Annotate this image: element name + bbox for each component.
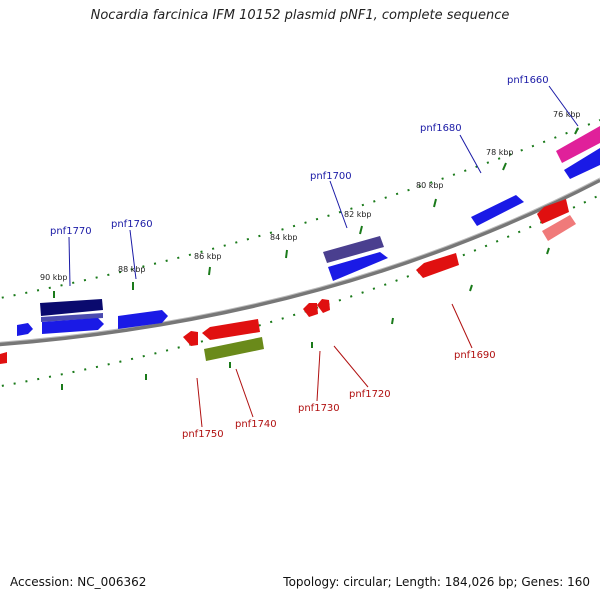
- tick-mark: [433, 198, 437, 208]
- gene-feature: [17, 323, 33, 336]
- reverse-genes: [0, 199, 576, 364]
- tick-label-78: 78 kbp: [486, 148, 514, 157]
- tick-label-84: 84 kbp: [270, 233, 298, 242]
- tick-mark: [285, 249, 288, 259]
- gene-label-pnf1680: pnf1680: [420, 123, 462, 134]
- tick-mark: [502, 162, 507, 171]
- gene-feature: [564, 148, 600, 179]
- map-title: Nocardia farcinica IFM 10152 plasmid pNF…: [90, 8, 510, 23]
- reverse-leaders: [196, 303, 473, 428]
- leader-line: [316, 350, 321, 402]
- gene-label-pnf1740: pnf1740: [235, 419, 277, 430]
- gene-feature: [471, 195, 524, 226]
- leader-line: [548, 85, 579, 127]
- leader-line: [329, 180, 348, 229]
- gene-feature: [328, 252, 388, 281]
- tick-mark: [574, 127, 579, 135]
- accession-text: Accession: NC_006362: [10, 575, 147, 589]
- leader-line: [451, 303, 473, 349]
- tick-label-82: 82 kbp: [344, 210, 372, 219]
- leader-line: [235, 368, 254, 418]
- tick-label-86: 86 kbp: [194, 252, 222, 261]
- tick-mark: [359, 225, 363, 235]
- tick-mark: [391, 317, 394, 325]
- tick-mark: [208, 266, 211, 276]
- gene-label-pnf1730: pnf1730: [298, 403, 340, 414]
- gene-feature: [303, 303, 318, 317]
- leader-line: [459, 134, 482, 174]
- gene-label-pnf1760: pnf1760: [111, 219, 153, 230]
- gene-feature: [42, 318, 104, 334]
- gene-feature: [416, 253, 459, 278]
- leader-line: [196, 377, 203, 428]
- gene-feature: [202, 319, 260, 340]
- gene-label-pnf1690: pnf1690: [454, 350, 496, 361]
- gene-feature: [542, 215, 576, 241]
- gene-feature: [0, 352, 7, 364]
- inner-major-ticks: [61, 247, 550, 390]
- tick-label-80: 80 kbp: [416, 181, 444, 190]
- gene-label-pnf1660: pnf1660: [507, 75, 549, 86]
- leader-line: [68, 236, 71, 287]
- leader-line: [129, 229, 137, 280]
- gene-feature: [556, 126, 600, 163]
- gene-feature: [40, 299, 103, 316]
- tick-mark: [469, 284, 473, 292]
- tick-label-76: 76 kbp: [553, 110, 581, 119]
- topology-summary: Topology: circular; Length: 184,026 bp; …: [283, 575, 590, 589]
- gene-feature: [118, 310, 168, 329]
- outer-tick-ring: [0, 119, 600, 300]
- tick-mark: [546, 247, 550, 255]
- tick-label-90: 90 kbp: [40, 273, 68, 282]
- gene-feature: [204, 337, 264, 361]
- gene-feature: [317, 299, 330, 313]
- major-ticks: [53, 127, 579, 298]
- gene-feature: [323, 236, 384, 263]
- gene-feature: [537, 199, 569, 224]
- gene-label-pnf1700: pnf1700: [310, 171, 352, 182]
- gene-label-pnf1720: pnf1720: [349, 389, 391, 400]
- forward-leaders: [68, 85, 579, 287]
- tick-label-88: 88 kbp: [118, 265, 146, 274]
- gene-feature: [183, 331, 198, 346]
- inner-tick-ring: [0, 194, 600, 388]
- leader-line: [333, 345, 369, 388]
- gene-label-pnf1770: pnf1770: [50, 226, 92, 237]
- gene-label-pnf1750: pnf1750: [182, 429, 224, 440]
- gene-feature: [41, 313, 103, 322]
- forward-genes: [17, 126, 600, 336]
- plasmid-backbone: [0, 178, 600, 347]
